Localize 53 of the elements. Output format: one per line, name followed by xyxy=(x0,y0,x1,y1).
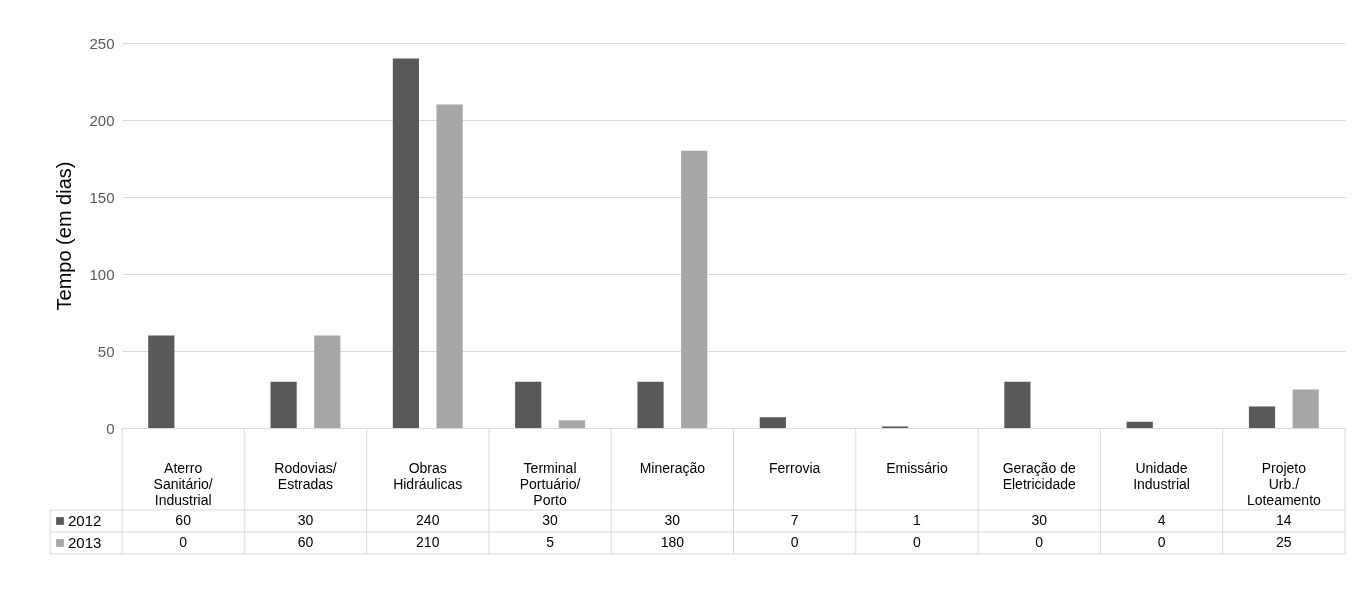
y-tick-label: 0 xyxy=(106,419,115,437)
data-label: 0 xyxy=(1157,534,1166,550)
y-axis-title: Tempo (em dias) xyxy=(53,161,76,311)
bar xyxy=(1004,381,1031,428)
x-tick-label: Obras Hidráulicas xyxy=(393,460,463,492)
bar xyxy=(148,335,175,428)
x-tick-label: Ferrovia xyxy=(768,460,821,476)
y-tick-label: 100 xyxy=(89,265,115,283)
data-label: 30 xyxy=(1031,512,1048,528)
bar xyxy=(558,420,585,428)
x-tick-label: Emissário xyxy=(886,460,948,476)
data-label: 0 xyxy=(790,534,799,550)
legend-label: 2012 xyxy=(68,512,102,529)
legend-label: 2013 xyxy=(68,534,102,551)
data-label: 60 xyxy=(175,512,192,528)
bar xyxy=(270,381,297,428)
data-label: 7 xyxy=(790,512,799,528)
bar xyxy=(436,104,463,428)
data-label: 0 xyxy=(1035,534,1044,550)
x-tick-label: Projeto Urb./Loteamento xyxy=(1246,460,1322,508)
x-tick-label: Aterro Sanitário/Industrial xyxy=(153,460,213,508)
data-label: 60 xyxy=(297,534,314,550)
bar xyxy=(515,381,542,428)
bar xyxy=(314,335,341,428)
bar xyxy=(759,417,786,428)
data-label: 240 xyxy=(416,512,440,528)
bar xyxy=(637,381,664,428)
data-label: 5 xyxy=(546,534,555,550)
x-tick-label: Mineração xyxy=(639,460,706,476)
data-label: 30 xyxy=(542,512,559,528)
bar xyxy=(681,150,708,428)
data-label: 14 xyxy=(1276,512,1292,528)
data-label: 25 xyxy=(1276,534,1292,550)
data-label: 4 xyxy=(1157,512,1166,528)
bar xyxy=(1248,406,1276,428)
data-label: 30 xyxy=(297,512,314,528)
bar xyxy=(1292,389,1319,428)
y-tick-label: 250 xyxy=(89,34,115,52)
x-tick-label: Geração de Eletricidade xyxy=(1002,460,1077,492)
data-label: 1 xyxy=(913,512,922,528)
y-tick-label: 50 xyxy=(97,342,115,360)
x-tick-label: Terminal Portuário/Porto xyxy=(519,460,581,508)
y-tick-label: 150 xyxy=(89,188,115,206)
bar xyxy=(392,58,420,428)
data-label: 180 xyxy=(660,534,685,550)
data-label: 30 xyxy=(664,512,681,528)
data-label: 0 xyxy=(913,534,922,550)
x-tick-label: Unidade Industrial xyxy=(1133,460,1190,492)
y-tick-label: 200 xyxy=(89,111,115,129)
x-tick-label: Rodovias/Estradas xyxy=(274,460,337,492)
data-label: 210 xyxy=(416,534,440,550)
data-label: 0 xyxy=(179,534,188,550)
bar xyxy=(1126,421,1153,428)
